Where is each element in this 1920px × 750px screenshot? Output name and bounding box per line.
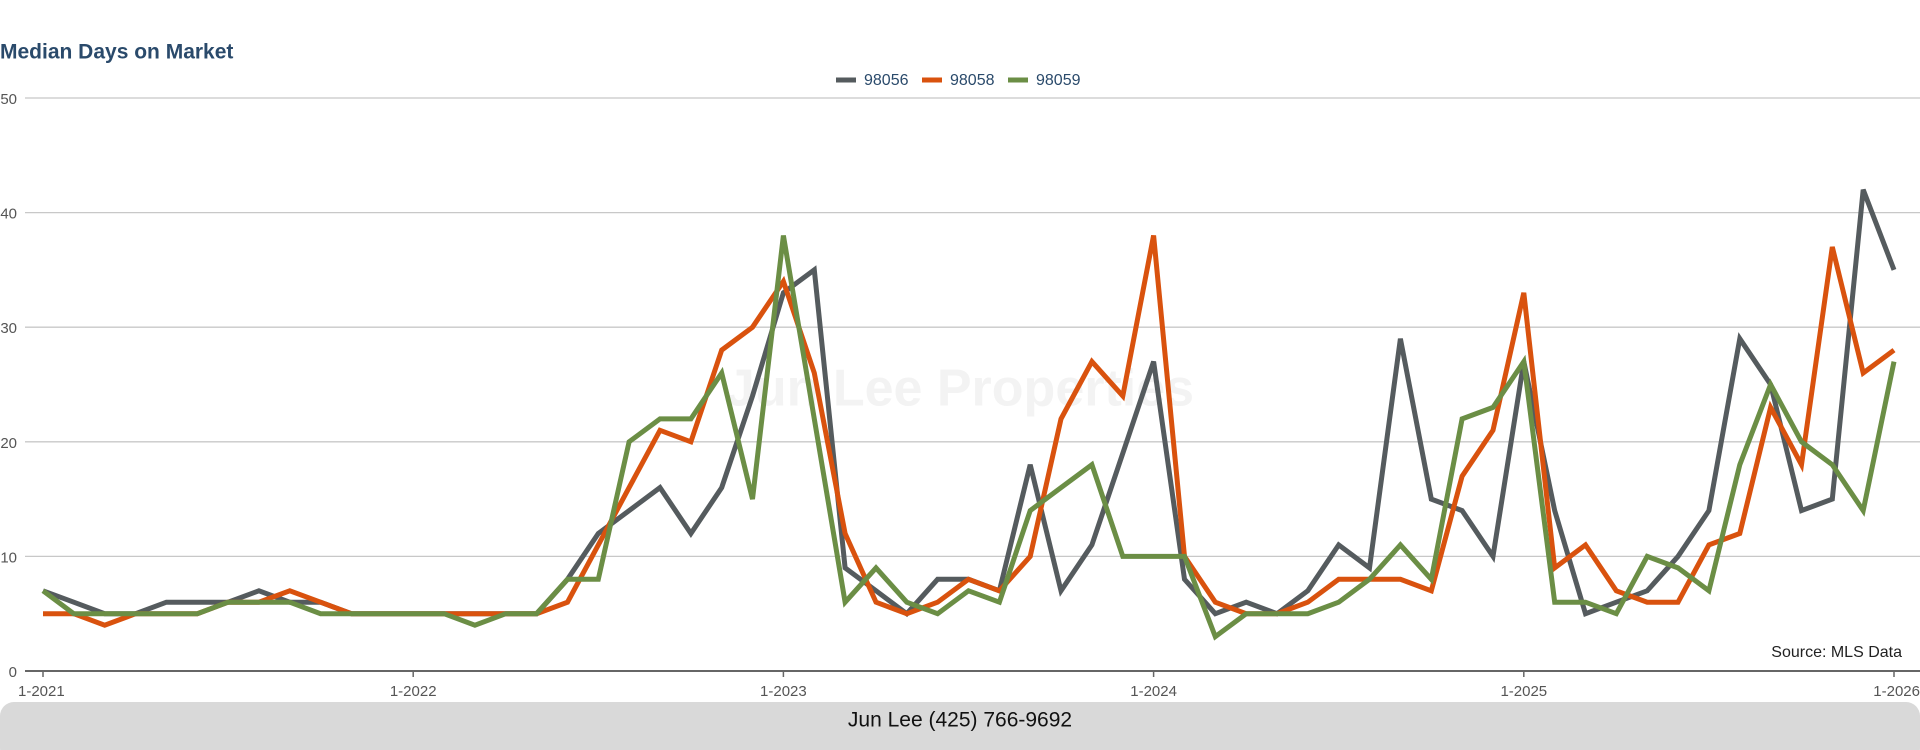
legend-label: 98059 — [1036, 72, 1081, 89]
series-line — [41, 235, 1897, 641]
x-tick-label: 1-2021 — [18, 683, 65, 700]
legend-label: 98056 — [864, 72, 909, 89]
y-tick-label: 40 — [0, 206, 17, 223]
legend-label: 98058 — [950, 72, 995, 89]
series-line — [43, 235, 1896, 628]
y-tick-label: 10 — [0, 549, 17, 566]
chart-title: Median Days on Market — [0, 41, 233, 64]
footer: Jun Lee (425) 766-9692 — [848, 709, 1072, 732]
x-tick-label: 1-2023 — [760, 683, 807, 700]
footer-band — [0, 702, 1920, 750]
x-tick-label: 1-2026 — [1873, 683, 1920, 700]
x-tick-label: 1-2024 — [1130, 683, 1177, 700]
x-tick-label: 1-2022 — [390, 683, 437, 700]
y-tick-label: 50 — [0, 91, 17, 108]
x-tick-label: 1-2025 — [1500, 683, 1547, 700]
y-tick-label: 20 — [0, 435, 17, 452]
source: Source: MLS Data — [1771, 644, 1902, 661]
y-tick-label: 0 — [9, 664, 17, 681]
y-tick-label: 30 — [0, 320, 17, 337]
